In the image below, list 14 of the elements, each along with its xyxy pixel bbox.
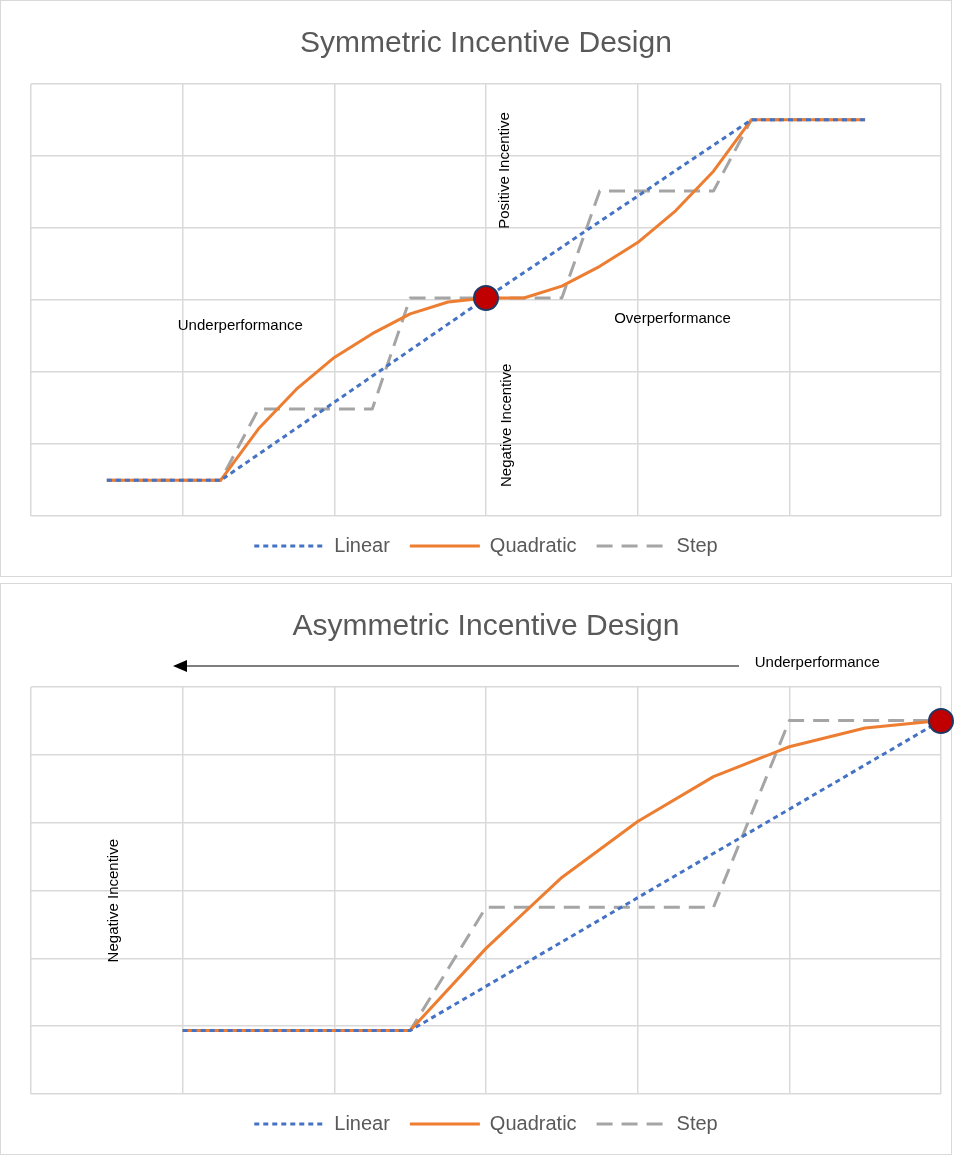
legend-label: Quadratic — [489, 1111, 577, 1134]
annotation: Negative Incentive — [497, 363, 515, 487]
annotation: Negative Incentive — [103, 838, 121, 963]
legend-label: Linear — [334, 533, 391, 556]
annotation: Positive Incentive — [495, 112, 513, 229]
chart-title: Asymmetric Incentive Design — [292, 608, 680, 642]
annotation: Overperformance — [614, 309, 731, 327]
legend-label: Quadratic — [489, 533, 577, 556]
annotation: Underperformance — [177, 316, 303, 334]
legend-label: Linear — [334, 1111, 391, 1134]
legend-label: Step — [676, 533, 718, 556]
legend-label: Step — [676, 1111, 718, 1134]
chart-title: Symmetric Incentive Design — [300, 25, 672, 59]
text: Underperformance — [754, 652, 880, 670]
